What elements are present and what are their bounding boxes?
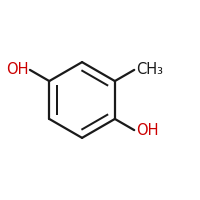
Text: OH: OH [6,62,28,77]
Text: CH₃: CH₃ [136,62,163,77]
Text: OH: OH [136,123,158,138]
